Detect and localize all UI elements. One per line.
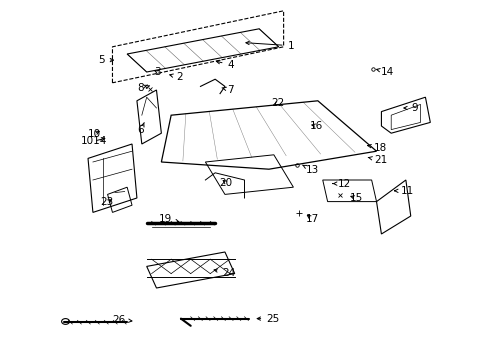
Text: 1: 1 xyxy=(245,41,294,51)
Text: 5: 5 xyxy=(98,55,113,65)
Text: 2: 2 xyxy=(169,72,183,82)
Text: 12: 12 xyxy=(332,179,351,189)
Text: 21: 21 xyxy=(367,155,386,165)
Text: 18: 18 xyxy=(367,143,386,153)
Text: 20: 20 xyxy=(219,177,232,188)
Text: 25: 25 xyxy=(257,314,279,324)
Text: 8: 8 xyxy=(137,83,149,93)
Text: 19: 19 xyxy=(158,213,179,224)
Text: 22: 22 xyxy=(270,98,284,108)
Text: 11: 11 xyxy=(394,186,413,196)
Text: 1014: 1014 xyxy=(81,136,107,146)
Text: 13: 13 xyxy=(302,165,318,175)
Text: 14: 14 xyxy=(376,67,393,77)
Text: 17: 17 xyxy=(305,213,318,224)
Text: 6: 6 xyxy=(137,122,144,135)
Text: 9: 9 xyxy=(403,103,417,113)
Text: 23: 23 xyxy=(100,197,113,207)
Text: 7: 7 xyxy=(222,85,234,95)
Text: 15: 15 xyxy=(348,193,362,203)
Text: 24: 24 xyxy=(214,267,235,278)
Text: 4: 4 xyxy=(216,60,234,70)
Text: 3: 3 xyxy=(154,67,161,77)
Text: 16: 16 xyxy=(309,121,323,131)
Text: 10: 10 xyxy=(87,129,100,139)
Text: 26: 26 xyxy=(112,315,132,325)
